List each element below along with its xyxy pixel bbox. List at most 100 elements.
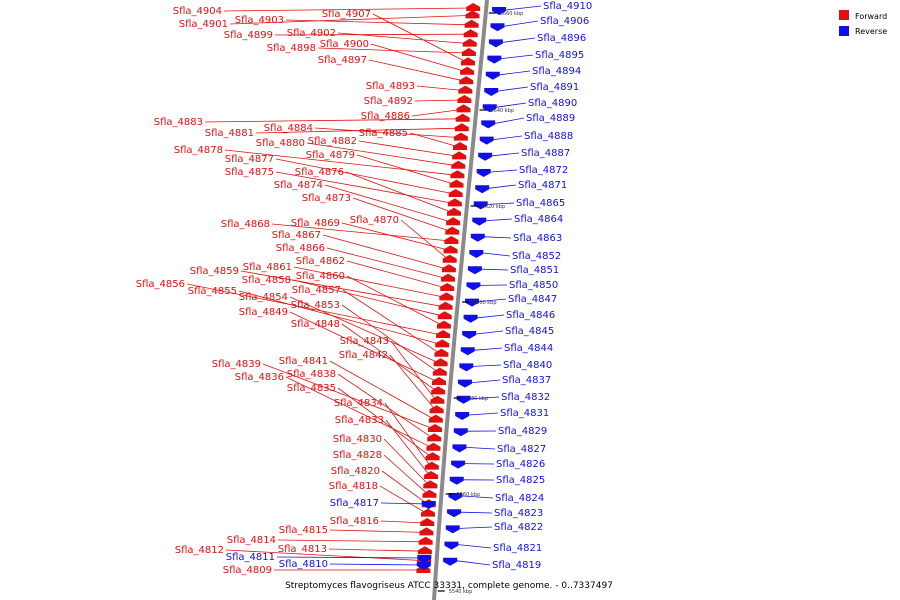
- leader-line: [490, 169, 518, 173]
- reverse-feature-arrow: [448, 493, 463, 501]
- forward-feature-arrow: [436, 330, 451, 338]
- forward-feature-arrow: [447, 198, 462, 207]
- forward-gene-label: Sfla_4853: [291, 300, 340, 311]
- forward-gene-label: Sfla_4902: [287, 28, 336, 39]
- forward-gene-label: Sfla_4867: [272, 230, 321, 241]
- forward-gene-label: Sfla_4809: [223, 565, 272, 576]
- leader-line: [274, 33, 470, 36]
- forward-gene-label: Sfla_4899: [224, 30, 273, 41]
- reverse-feature-arrow: [460, 347, 475, 356]
- leader-line: [458, 544, 492, 549]
- reverse-feature-arrow: [479, 136, 494, 145]
- leader-line: [275, 171, 454, 204]
- forward-gene-label: Sfla_4842: [339, 350, 388, 361]
- forward-feature-arrow: [426, 442, 441, 451]
- leader-line: [477, 314, 505, 319]
- leader-line: [481, 268, 509, 271]
- forward-gene-label: Sfla_4813: [278, 544, 327, 555]
- forward-gene-label: Sfla_4858: [242, 275, 291, 286]
- reverse-feature-arrow: [463, 314, 478, 323]
- leader-line: [368, 59, 466, 82]
- reverse-gene-label: Sfla_4887: [521, 148, 570, 159]
- leader-line: [314, 127, 460, 138]
- forward-gene-label: Sfla_4870: [350, 215, 399, 226]
- forward-feature-arrow: [455, 113, 470, 122]
- reverse-gene-label: Sfla_4831: [500, 408, 549, 419]
- reverse-gene-label: Sfla_4817: [330, 498, 379, 509]
- leader-line: [384, 402, 432, 467]
- leader-line: [346, 275, 444, 326]
- reverse-feature-arrow: [444, 541, 459, 550]
- leader-line: [238, 290, 442, 345]
- leader-line: [502, 37, 536, 43]
- forward-gene-label: Sfla_4828: [333, 450, 382, 461]
- leader-line: [383, 438, 430, 486]
- forward-feature-arrow: [461, 48, 476, 56]
- reverse-gene-label: Sfla_4845: [505, 326, 554, 337]
- forward-feature-arrow: [450, 170, 465, 179]
- leader-line: [476, 330, 504, 335]
- leader-line: [470, 396, 500, 400]
- forward-feature-arrow: [465, 10, 480, 19]
- forward-gene-label: Sfla_4816: [330, 516, 379, 527]
- forward-gene-label: Sfla_4848: [291, 319, 340, 330]
- forward-feature-arrow: [457, 95, 472, 103]
- leader-line: [383, 454, 429, 496]
- forward-feature-arrow: [420, 508, 435, 517]
- reverse-feature-arrow: [447, 509, 462, 518]
- forward-feature-arrow: [444, 236, 459, 244]
- leader-line: [342, 289, 441, 355]
- reverse-gene-label: Sfla_4840: [503, 360, 552, 371]
- forward-feature-arrow: [434, 348, 449, 357]
- reverse-feature-arrow: [453, 428, 468, 437]
- scale-tick-label: 5660 kbp: [500, 11, 524, 17]
- forward-feature-arrow: [440, 283, 455, 291]
- reverse-feature-arrow: [465, 298, 480, 307]
- forward-gene-label: Sfla_4904: [173, 6, 222, 17]
- scale-tick-label: 5540 kbp: [449, 589, 473, 595]
- reverse-gene-label: Sfla_4822: [494, 522, 543, 533]
- forward-feature-arrow: [432, 367, 447, 376]
- forward-gene-label: Sfla_4892: [364, 96, 413, 107]
- forward-feature-arrow: [448, 189, 463, 197]
- leader-line: [341, 222, 450, 251]
- reverse-gene-label: Sfla_4896: [537, 33, 586, 44]
- legend-reverse-swatch: [839, 26, 849, 36]
- scale-tick-label: 5620 kbp: [482, 204, 506, 210]
- reverse-feature-arrow: [459, 363, 474, 372]
- leader-line: [489, 184, 517, 189]
- forward-gene-label: Sfla_4833: [335, 415, 384, 426]
- forward-feature-arrow: [445, 226, 460, 235]
- genome-backbone: [432, 0, 489, 600]
- reverse-gene-label: Sfla_4819: [492, 560, 541, 571]
- reverse-gene-label: Sfla_4810: [279, 559, 328, 570]
- forward-gene-label: Sfla_4874: [274, 180, 323, 191]
- leader-line: [229, 15, 472, 25]
- forward-gene-label: Sfla_4830: [333, 434, 382, 445]
- leader-line: [262, 363, 435, 430]
- leader-line: [473, 364, 502, 367]
- leader-line: [501, 54, 534, 59]
- reverse-feature-arrow: [484, 88, 499, 96]
- leader-line: [505, 5, 542, 11]
- forward-feature-arrow: [443, 245, 458, 254]
- reverse-feature-arrow: [449, 476, 464, 485]
- forward-feature-arrow: [441, 264, 456, 273]
- forward-feature-arrow: [419, 527, 434, 536]
- reverse-gene-label: Sfla_4850: [509, 280, 558, 291]
- leader-line: [292, 279, 444, 317]
- forward-gene-label: Sfla_4854: [239, 292, 288, 303]
- leader-line: [483, 252, 511, 257]
- leader-line: [493, 135, 523, 140]
- legend-reverse-label: Reverse: [855, 27, 887, 36]
- forward-gene-label: Sfla_4812: [175, 545, 224, 556]
- forward-gene-label: Sfla_4841: [279, 356, 328, 367]
- leader-line: [345, 171, 454, 214]
- reverse-feature-arrow: [469, 250, 484, 258]
- reverse-feature-arrow: [457, 379, 472, 388]
- reverse-gene-label: Sfla_4891: [530, 82, 579, 93]
- forward-feature-arrow: [424, 471, 439, 479]
- leader-line: [492, 152, 520, 157]
- forward-gene-label: Sfla_4818: [329, 481, 378, 492]
